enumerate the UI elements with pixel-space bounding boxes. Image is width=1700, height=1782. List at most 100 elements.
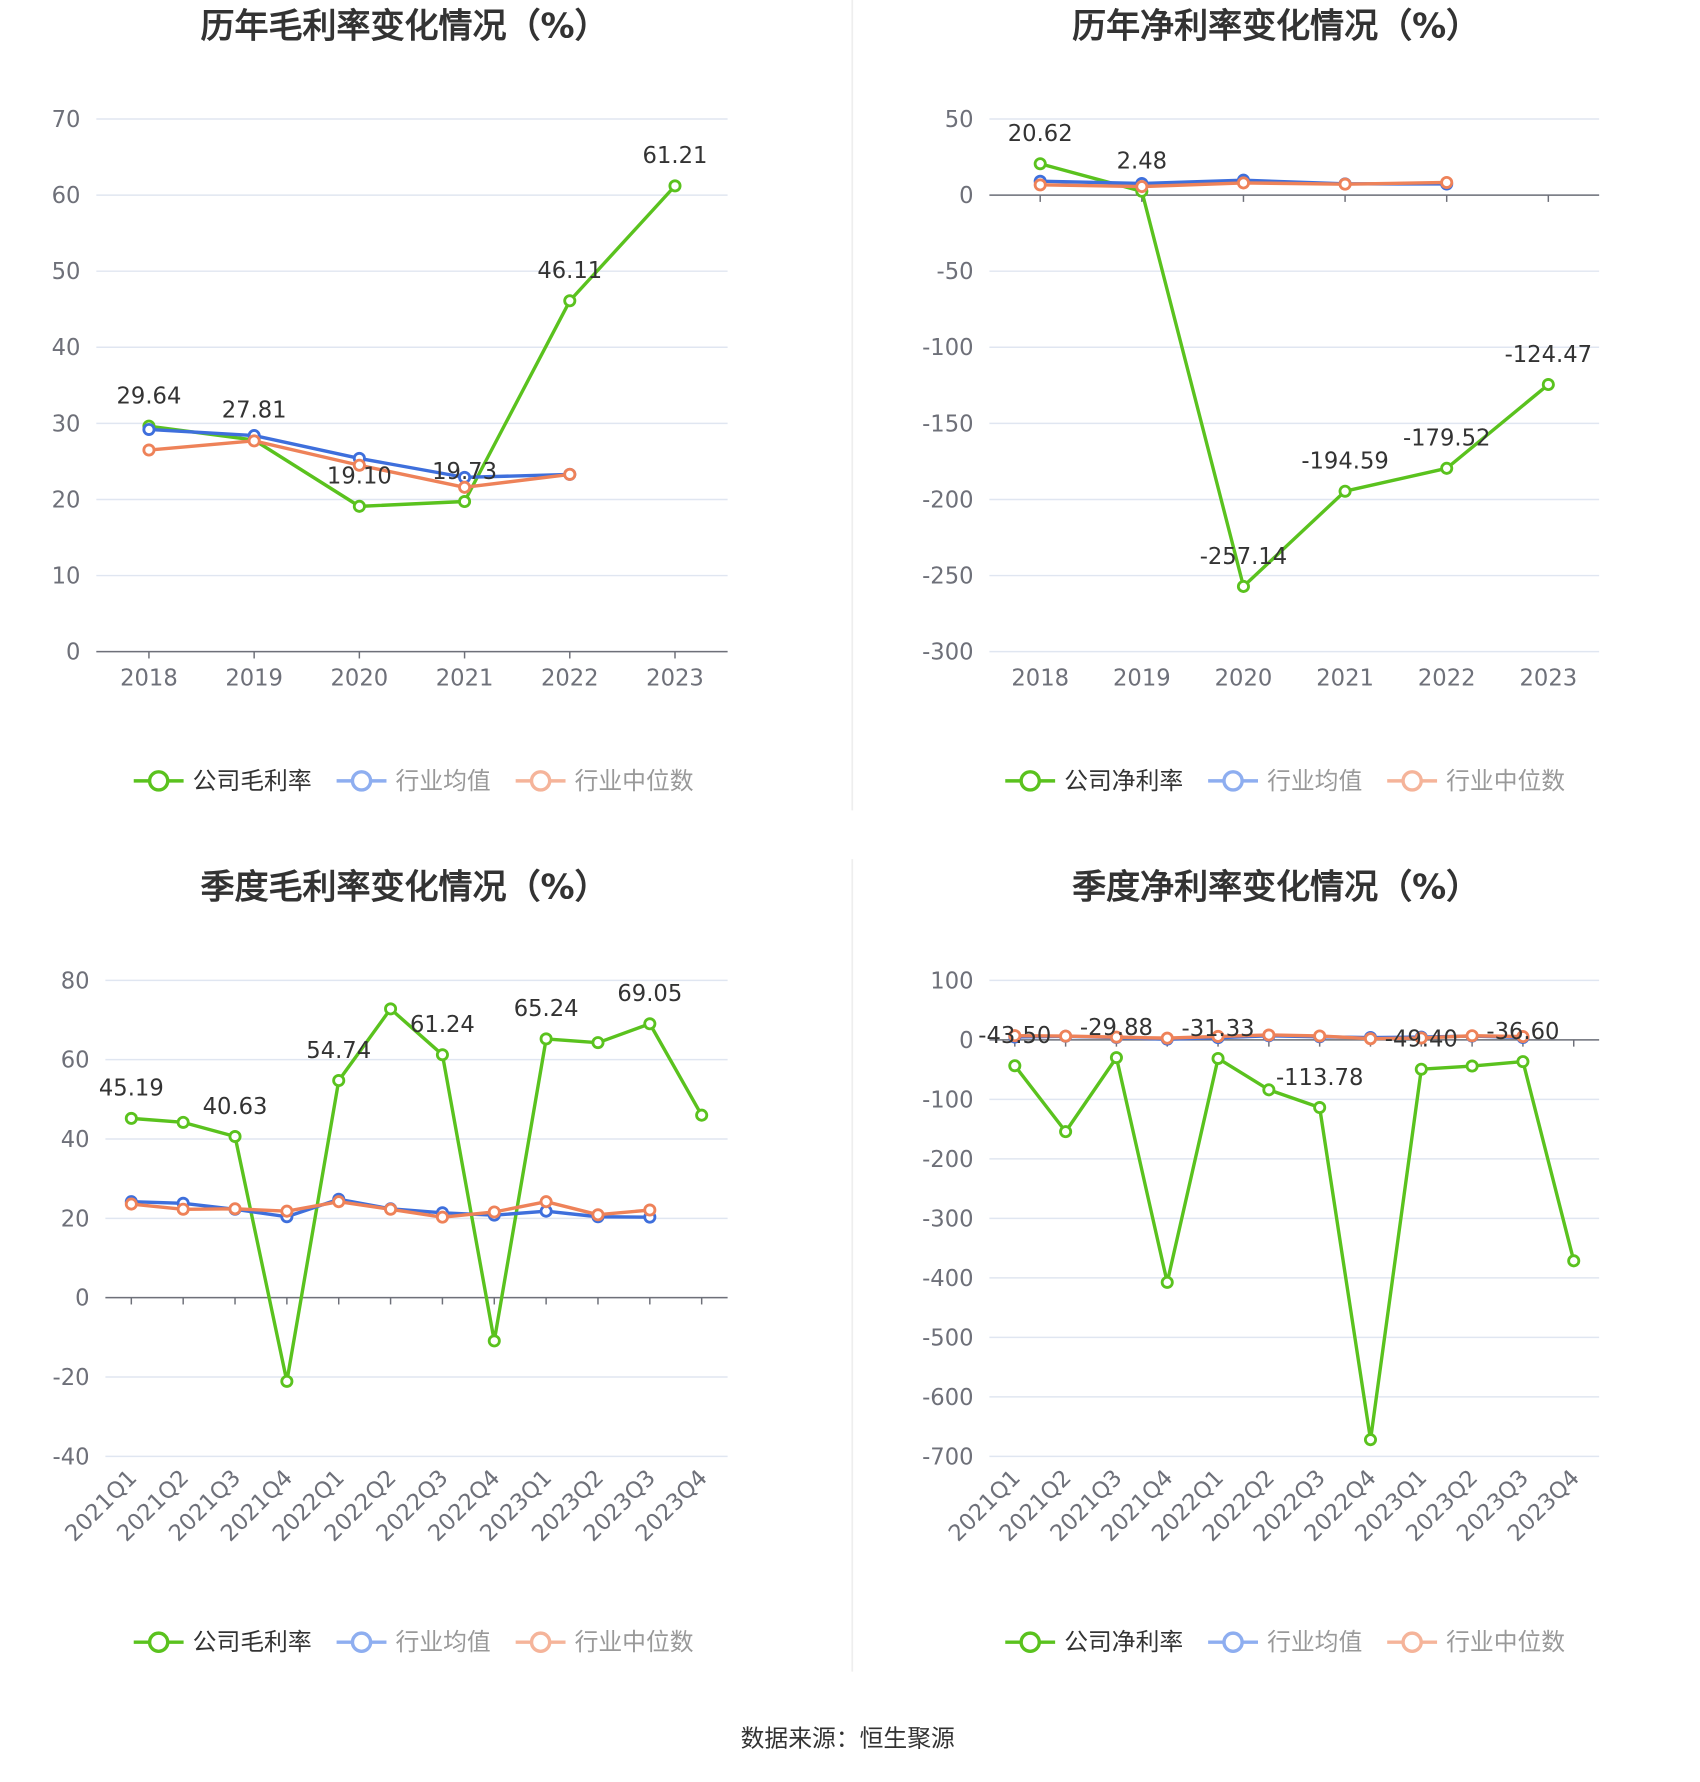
data-label: 61.21 (643, 143, 708, 169)
data-point (1414, 1062, 1428, 1076)
x-tick-label: 2021 (436, 666, 494, 692)
y-tick-label: -700 (922, 1444, 973, 1470)
legend-item-industry-average[interactable]: 行业均值 (336, 767, 491, 795)
data-point (1211, 1051, 1225, 1065)
data-point (1338, 484, 1352, 498)
y-tick-label: 0 (75, 1286, 89, 1312)
data-point (1059, 1029, 1073, 1043)
legend-item-industry-median[interactable]: 行业中位数 (1387, 767, 1565, 795)
y-tick-label: -150 (922, 411, 973, 437)
legend-label: 行业均值 (1267, 1628, 1362, 1656)
data-point (435, 1210, 449, 1224)
data-label: 65.24 (514, 996, 579, 1022)
chart-title: 季度毛利率变化情况（%） (201, 868, 609, 908)
data-point (1363, 1433, 1377, 1447)
legend-item-company-rate[interactable]: 公司净利率 (1005, 767, 1183, 795)
y-tick-label: -200 (922, 1147, 973, 1173)
data-label: -31.33 (1182, 1016, 1255, 1042)
data-point (539, 1195, 553, 1209)
data-label: 2.48 (1117, 149, 1167, 175)
data-point (458, 480, 472, 494)
y-tick-label: 60 (52, 183, 81, 209)
data-point (643, 1017, 657, 1031)
data-point (124, 1111, 138, 1125)
data-point (1109, 1030, 1123, 1044)
data-point (384, 1002, 398, 1016)
legend-circle-icon (529, 770, 552, 792)
data-point (176, 1202, 190, 1216)
data-point (1516, 1055, 1530, 1069)
legend-circle-icon (147, 770, 170, 792)
data-point (142, 422, 156, 436)
series-line (1013, 1055, 1576, 1442)
chart-title: 历年毛利率变化情况（%） (201, 6, 609, 46)
legend-circle-icon (1019, 1631, 1041, 1653)
data-point (1414, 1031, 1428, 1045)
data-point (591, 1208, 605, 1222)
legend-item-company-rate[interactable]: 公司净利率 (1005, 1628, 1183, 1656)
data-point (1160, 1031, 1174, 1045)
legend-label: 行业均值 (396, 1628, 491, 1656)
data-point (142, 443, 156, 457)
legend: 公司净利率 行业均值 行业中位数 (1005, 1628, 1565, 1656)
data-label: 54.74 (306, 1038, 371, 1064)
x-axis: 2018 2019 2020 2021 2022 2023 (989, 194, 1600, 692)
series-line (129, 1007, 704, 1384)
legend-label: 行业中位数 (575, 1628, 694, 1656)
x-tick-label: 2020 (331, 666, 389, 692)
data-point (1440, 175, 1454, 189)
legend-item-industry-average[interactable]: 行业均值 (336, 1628, 491, 1656)
data-label: 19.73 (432, 459, 497, 485)
y-axis: -300 -250 -200 -150 -100 -50 0 50 (922, 107, 1600, 666)
y-tick-label: -300 (922, 1206, 973, 1232)
data-point (228, 1129, 242, 1144)
legend-item-company-rate[interactable]: 公司毛利率 (133, 767, 312, 795)
data-point (1008, 1059, 1022, 1073)
data-point (1109, 1051, 1123, 1065)
data-label: -29.88 (1080, 1015, 1153, 1041)
data-labels: -43.50 -29.88 -31.33 -113.78 -49.40 -36.60 (978, 1015, 1559, 1091)
data-point (1160, 1275, 1174, 1289)
legend-item-industry-median[interactable]: 行业中位数 (515, 767, 694, 795)
y-axis: 0 10 20 30 40 50 60 70 (52, 107, 728, 666)
data-label: 19.10 (327, 464, 392, 490)
series-company-rate (124, 1002, 709, 1388)
y-tick-label: -40 (53, 1444, 90, 1470)
data-point (668, 179, 682, 193)
x-tick-label: 2018 (120, 666, 178, 692)
y-tick-label: -100 (922, 335, 973, 361)
legend-label: 公司毛利率 (193, 1628, 312, 1656)
data-point (384, 1202, 398, 1216)
y-tick-label: 40 (52, 335, 81, 361)
data-point (247, 434, 261, 448)
data-point (1338, 177, 1352, 191)
data-point (124, 1197, 138, 1211)
x-tick-label: 2020 (1215, 666, 1273, 692)
legend: 公司毛利率 行业均值 行业中位数 (133, 1628, 694, 1656)
legend-circle-icon (1019, 770, 1041, 792)
data-label: 40.63 (203, 1094, 268, 1120)
legend-item-industry-average[interactable]: 行业均值 (1208, 767, 1362, 795)
legend-item-company-rate[interactable]: 公司毛利率 (133, 1628, 312, 1656)
legend-item-industry-median[interactable]: 行业中位数 (1387, 1628, 1565, 1656)
x-tick-label: 2022 (541, 666, 599, 692)
data-point (228, 1202, 242, 1216)
data-label: 45.19 (99, 1076, 164, 1102)
data-point (1262, 1083, 1276, 1097)
data-label: -43.50 (978, 1023, 1051, 1049)
data-point (1008, 1029, 1022, 1043)
data-point (1313, 1101, 1327, 1115)
data-point (1211, 1029, 1225, 1043)
legend-circle-icon (350, 1631, 373, 1653)
legend-label: 行业中位数 (1446, 767, 1565, 795)
legend-item-industry-average[interactable]: 行业均值 (1208, 1628, 1362, 1656)
annual-net-margin-chart: 历年净利率变化情况（%） -300 -250 -200 -150 -100 -50 0 50 20… (922, 6, 1600, 795)
legend-item-industry-median[interactable]: 行业中位数 (515, 1628, 694, 1656)
y-tick-label: -200 (922, 487, 973, 513)
data-point (332, 1074, 346, 1088)
y-tick-label: -500 (922, 1325, 973, 1351)
legend-label: 行业中位数 (1446, 1628, 1565, 1656)
data-point (1135, 180, 1149, 194)
data-point (1516, 1030, 1530, 1044)
